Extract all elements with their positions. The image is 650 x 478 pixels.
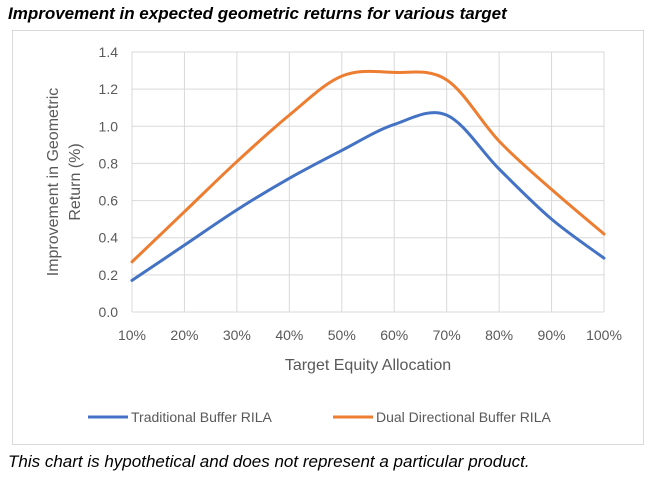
- x-tick-label: 100%: [586, 327, 622, 343]
- legend-label: Traditional Buffer RILA: [131, 409, 273, 425]
- x-tick-label: 70%: [433, 327, 461, 343]
- y-tick-label: 1.2: [99, 81, 119, 97]
- series-lines: [130, 69, 606, 282]
- y-tick-label: 0.2: [99, 267, 119, 283]
- y-tick-label: 0.8: [99, 155, 119, 171]
- legend-label: Dual Directional Buffer RILA: [376, 409, 551, 425]
- x-axis-title: Target Equity Allocation: [285, 357, 451, 374]
- x-axis-ticks: 10% 20% 30% 40% 50% 60% 70% 80% 90% 100%: [118, 327, 622, 343]
- chart-frame: [12, 30, 644, 445]
- y-axis-ticks: 0.0 0.2 0.4 0.6 0.8 1.0 1.2 1.4: [99, 44, 119, 320]
- y-tick-label: 1.0: [99, 118, 119, 134]
- x-tick-label: 60%: [380, 327, 408, 343]
- x-tick-label: 50%: [328, 327, 356, 343]
- y-axis-title: Improvement in Geometric Return (%): [45, 88, 84, 277]
- y-axis-title-line: Improvement in Geometric: [45, 88, 62, 277]
- x-tick-label: 30%: [223, 327, 251, 343]
- chart-title: Improvement in expected geometric return…: [8, 4, 507, 23]
- y-tick-label: 0.6: [99, 193, 119, 209]
- x-tick-label: 20%: [170, 327, 198, 343]
- footnote: This chart is hypothetical and does not …: [8, 452, 530, 471]
- y-axis-title-line: Return (%): [67, 143, 84, 220]
- x-tick-label: 90%: [538, 327, 566, 343]
- y-tick-label: 0.0: [99, 304, 119, 320]
- x-tick-label: 10%: [118, 327, 146, 343]
- series-line-1: [130, 111, 606, 282]
- legend: Traditional Buffer RILA Dual Directional …: [88, 409, 551, 425]
- series-line-2: [130, 69, 606, 264]
- x-tick-label: 40%: [275, 327, 303, 343]
- y-tick-label: 0.4: [99, 230, 119, 246]
- x-tick-label: 80%: [485, 327, 513, 343]
- y-tick-label: 1.4: [99, 44, 119, 60]
- gridlines: [131, 51, 605, 313]
